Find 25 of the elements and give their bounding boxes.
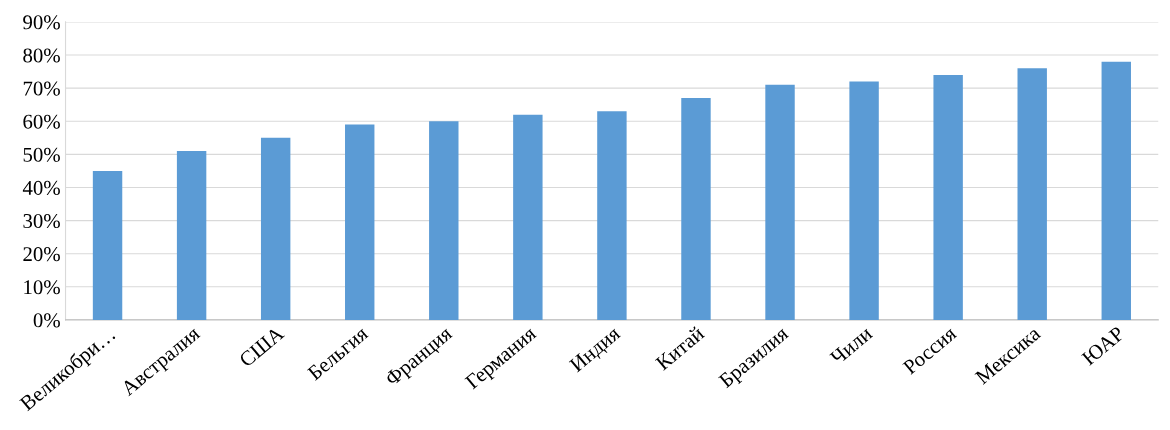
y-tick-label: 50%	[23, 147, 60, 162]
bar	[1017, 68, 1047, 320]
x-tick-label: Чили	[829, 325, 874, 366]
bar	[345, 124, 375, 320]
bar	[260, 137, 291, 320]
y-tick-label: 90%	[23, 15, 60, 30]
y-tick-label: 70%	[23, 81, 60, 96]
x-tick-label: США	[238, 325, 285, 368]
bar	[513, 114, 543, 320]
bar	[681, 98, 711, 320]
bar	[92, 170, 123, 320]
y-tick-label: 30%	[23, 213, 60, 229]
bar	[849, 81, 879, 320]
bar	[1101, 61, 1131, 320]
bar	[176, 151, 207, 320]
y-tick-label: 0%	[33, 313, 60, 328]
bar	[765, 84, 795, 320]
bar	[597, 111, 627, 320]
y-tick-label: 60%	[23, 114, 60, 129]
y-tick-label: 40%	[22, 180, 60, 195]
bar	[933, 74, 963, 320]
y-tick-label: 80%	[23, 48, 60, 63]
y-tick-label: 20%	[23, 247, 60, 262]
y-tick-label: 10%	[24, 280, 60, 295]
bar	[429, 121, 459, 320]
